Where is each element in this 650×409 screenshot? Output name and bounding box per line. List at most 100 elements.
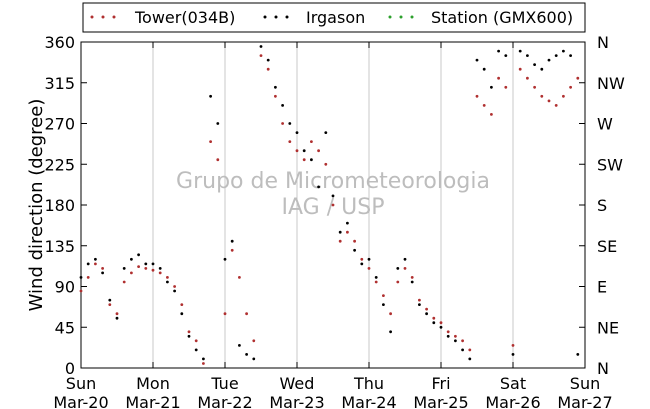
data-point <box>252 357 256 361</box>
data-point <box>338 239 342 243</box>
data-point <box>166 280 169 284</box>
data-point <box>245 312 249 316</box>
x-tick-date: Mar-22 <box>197 393 252 409</box>
data-point <box>238 344 241 347</box>
data-point <box>187 330 191 334</box>
y-tick-label: 135 <box>44 237 75 256</box>
data-point <box>266 67 270 71</box>
data-point <box>173 285 177 288</box>
y-right-tick-label: NW <box>597 74 625 93</box>
data-point <box>331 194 335 198</box>
data-point <box>497 76 500 80</box>
data-point <box>374 280 378 284</box>
data-point <box>245 353 249 356</box>
y-tick-label: 360 <box>44 33 75 52</box>
x-tick-date: Mar-27 <box>557 393 612 409</box>
data-point <box>202 357 205 361</box>
data-point <box>274 94 277 98</box>
x-tick-date: Mar-25 <box>413 393 468 409</box>
data-point <box>547 99 551 103</box>
data-point <box>446 330 450 334</box>
data-point <box>259 45 263 48</box>
data-point <box>101 267 104 270</box>
x-tick-date: Mar-23 <box>269 393 324 409</box>
data-point <box>490 85 493 89</box>
data-point <box>360 262 364 266</box>
data-point <box>288 140 292 144</box>
data-point <box>504 85 508 89</box>
data-point <box>518 67 522 71</box>
data-point <box>461 339 464 343</box>
data-point <box>274 85 277 89</box>
data-point <box>94 262 97 266</box>
data-point <box>295 149 299 153</box>
data-point <box>86 262 90 266</box>
data-point <box>202 362 205 365</box>
data-point <box>374 276 378 279</box>
data-point <box>518 49 522 53</box>
data-point <box>446 334 450 338</box>
data-point <box>122 280 126 284</box>
y-tick-label: 45 <box>55 318 75 337</box>
data-point <box>281 104 284 107</box>
data-point <box>101 271 104 275</box>
data-point <box>302 158 306 162</box>
y-tick-label: 315 <box>44 74 75 93</box>
data-point <box>482 67 486 71</box>
data-point <box>259 54 263 57</box>
data-point <box>367 267 371 270</box>
x-tick-day: Mon <box>136 374 170 393</box>
data-point <box>79 276 83 279</box>
data-point <box>526 54 529 57</box>
data-point <box>79 289 83 293</box>
legend-item-tower: Tower(034B) <box>90 8 235 27</box>
data-point <box>216 122 220 125</box>
data-point <box>418 298 421 302</box>
legend-item-station: Station (GMX600) <box>388 8 573 27</box>
y-tick-label: 90 <box>55 278 75 297</box>
data-point <box>108 298 112 302</box>
x-tick-day: Fri <box>431 374 450 393</box>
data-point <box>288 122 292 125</box>
data-point <box>295 131 299 135</box>
x-tick-day: Thu <box>353 374 384 393</box>
y-right-tick-label: SW <box>597 155 623 174</box>
y-tick-label: 225 <box>44 155 75 174</box>
data-points <box>79 45 580 365</box>
watermark-line-2: IAG / USP <box>282 195 385 220</box>
data-point <box>122 267 126 270</box>
data-point <box>432 316 436 320</box>
data-point <box>410 280 414 284</box>
data-point <box>317 185 320 189</box>
data-point <box>396 280 400 284</box>
data-point <box>389 330 392 334</box>
y-axis-left: 0 45 90 135 180 225 270 315 360 <box>44 33 585 378</box>
y-axis-right: N NE E SE S SW W NW N <box>597 33 625 378</box>
legend-label-tower: Tower(034B) <box>134 8 235 27</box>
data-point <box>475 94 479 98</box>
data-point <box>396 267 400 270</box>
data-point <box>115 312 119 316</box>
y-right-tick-label: N <box>597 359 609 378</box>
data-point <box>353 248 356 252</box>
watermark: Grupo de Micrometeorologia IAG / USP <box>176 169 490 220</box>
data-point <box>382 294 385 297</box>
data-point <box>317 149 320 153</box>
data-point <box>526 76 529 80</box>
legend: Tower(034B) Irgason Station (GMX600) <box>82 2 586 33</box>
data-point <box>389 312 392 316</box>
data-point <box>497 49 500 53</box>
data-point <box>331 203 335 207</box>
data-point <box>533 85 536 89</box>
data-point <box>173 289 177 293</box>
data-point <box>562 49 565 53</box>
data-point <box>468 357 472 361</box>
data-point <box>94 257 97 261</box>
data-point <box>454 334 457 338</box>
y-tick-label: 180 <box>44 196 75 215</box>
y-tick-label: 0 <box>65 359 75 378</box>
watermark-line-1: Grupo de Micrometeorologia <box>176 169 490 194</box>
y-right-tick-label: S <box>597 196 607 215</box>
data-point <box>454 339 457 343</box>
